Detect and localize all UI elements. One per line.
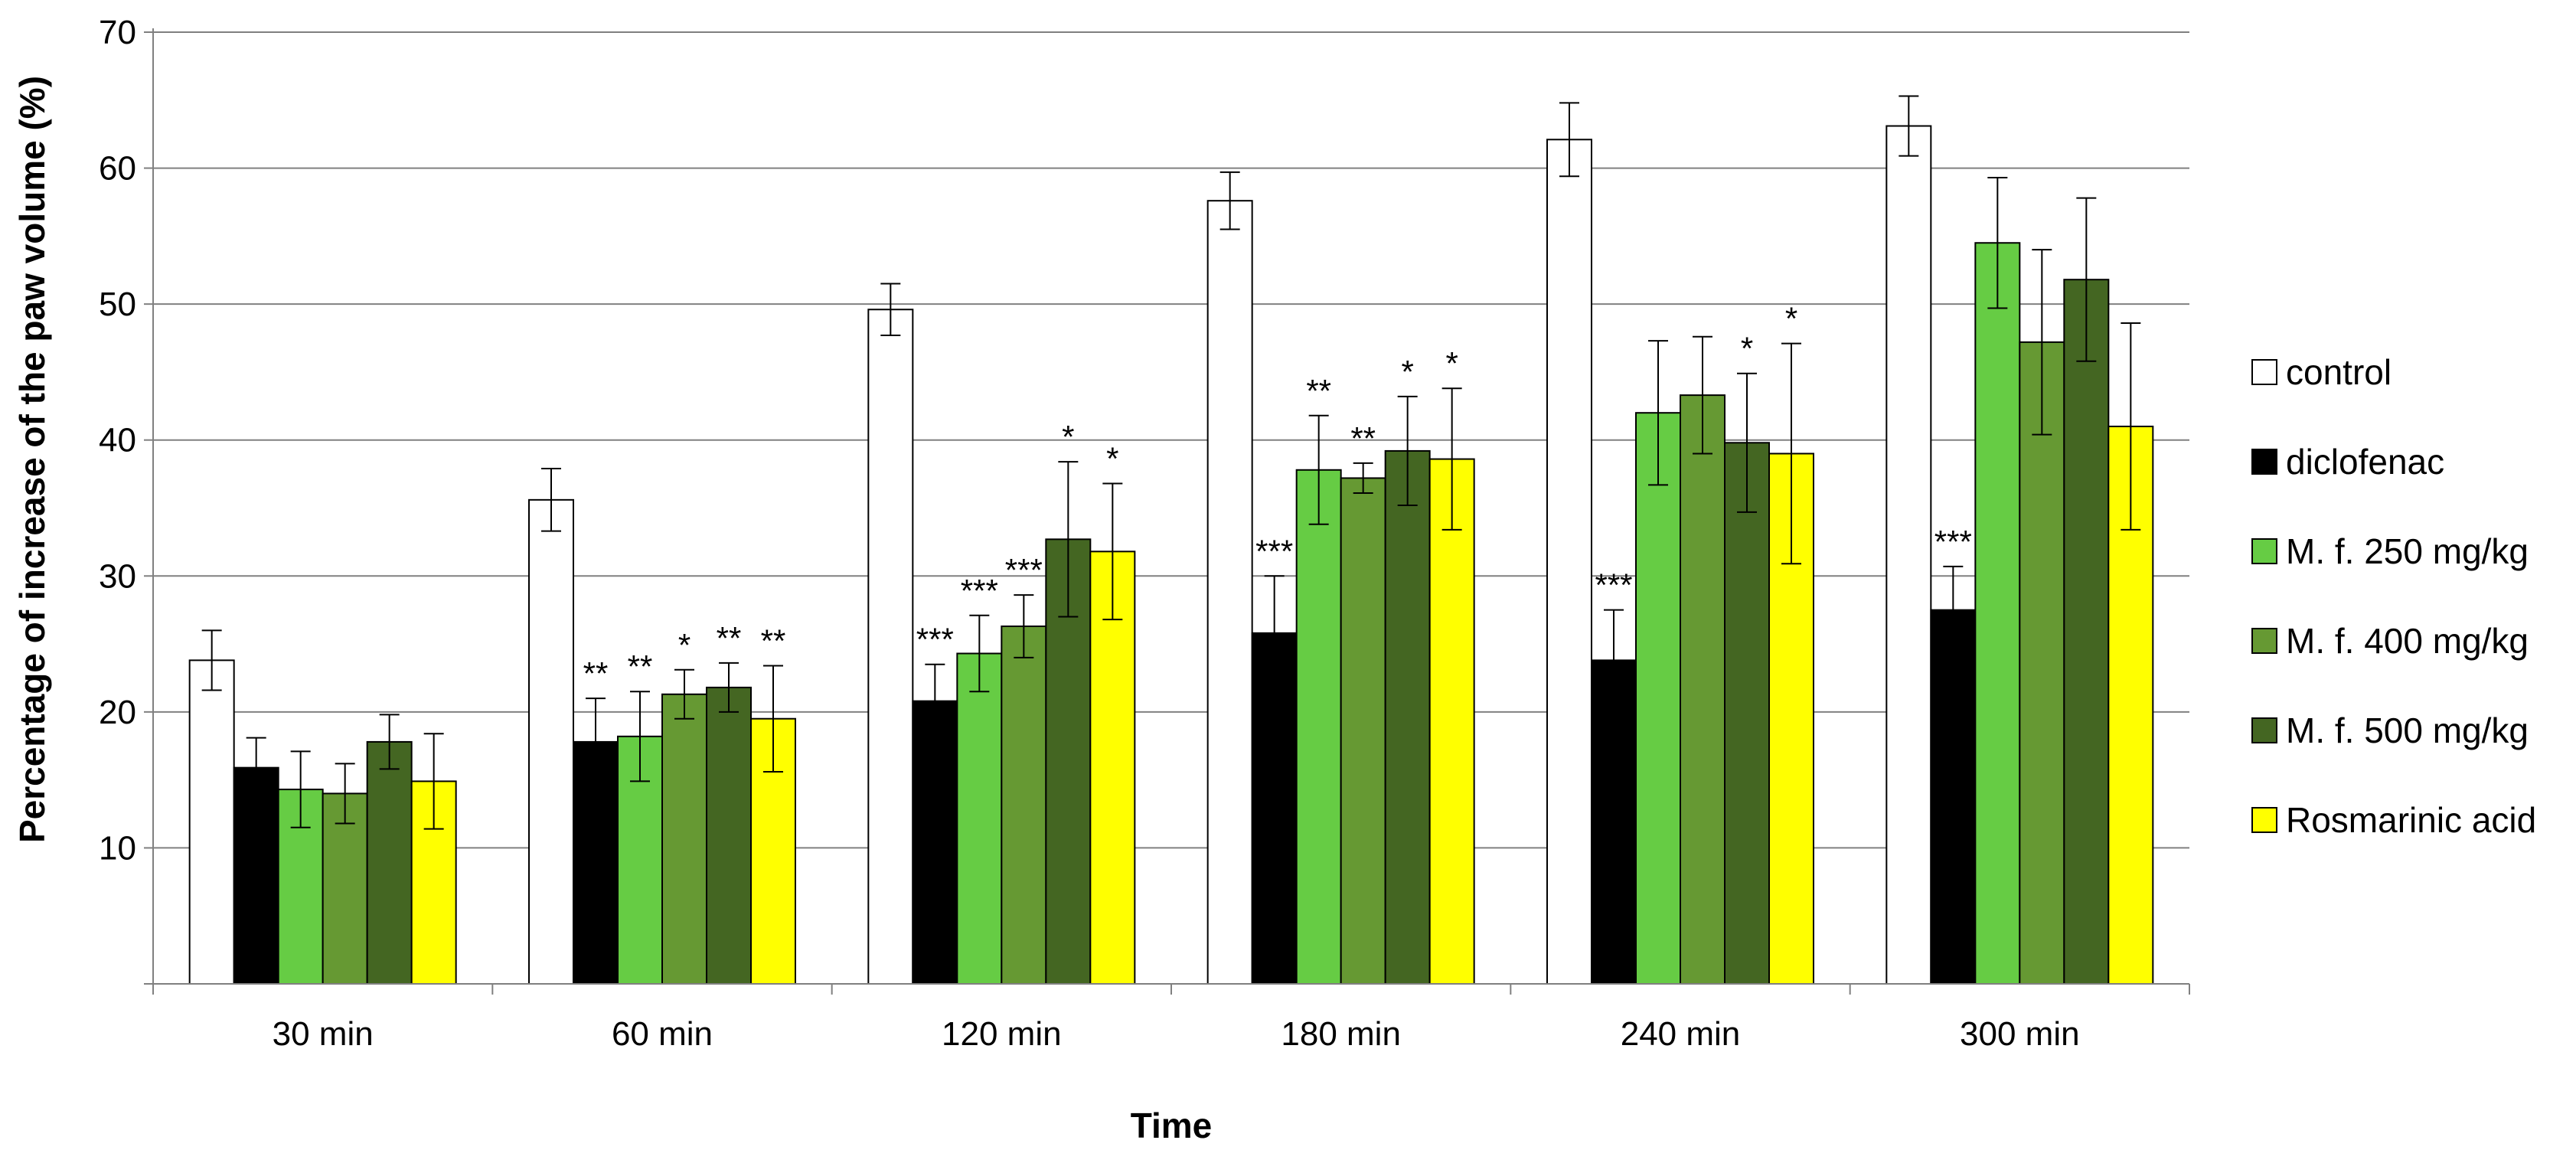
bar	[1546, 139, 1592, 985]
significance-mark: *	[1741, 331, 1753, 367]
legend-label: control	[2286, 352, 2392, 392]
y-tick-label: 70	[99, 14, 136, 51]
error-bars	[201, 95, 2141, 830]
bar	[1974, 242, 2021, 985]
bar	[1680, 394, 1725, 985]
bar	[867, 309, 914, 985]
significance-mark: *	[678, 627, 691, 663]
bar	[366, 740, 413, 985]
bar	[528, 498, 574, 985]
y-axis-ticks: 10 20 30 40 50 60 70	[99, 14, 153, 867]
significance-mark: *	[1445, 345, 1458, 381]
bar	[1340, 477, 1386, 985]
legend-swatch	[2251, 538, 2277, 564]
bar	[1885, 125, 1932, 985]
legend-swatch	[2251, 628, 2277, 654]
significance-mark: ***	[916, 622, 954, 658]
significance-mark: *	[1785, 301, 1797, 337]
bar	[661, 693, 707, 985]
bar	[1428, 458, 1475, 985]
y-axis-title: Percentage of increase of the paw volume…	[12, 76, 52, 843]
significance-mark: *	[1401, 354, 1413, 390]
x-axis-title: Time	[1131, 1106, 1213, 1145]
x-tick-label: 180 min	[1281, 1015, 1401, 1053]
legend-label: M. f. 250 mg/kg	[2286, 531, 2529, 571]
significance-mark: **	[761, 622, 786, 658]
legend: control diclofenac M. f. 250 mg/kg M. f. 40…	[2251, 352, 2536, 840]
significance-mark: *	[1062, 419, 1074, 455]
significance-mark: **	[717, 620, 742, 656]
bar	[956, 652, 1003, 985]
y-tick-label: 10	[99, 829, 136, 867]
bar	[2019, 341, 2065, 985]
bar	[1635, 412, 1681, 985]
y-tick-label: 40	[99, 422, 136, 459]
x-tick-label: 60 min	[612, 1015, 713, 1053]
significance-mark: ***	[1005, 552, 1043, 588]
significance-marks: ** *** ** ** ******************* *********	[583, 301, 1972, 691]
significance-mark: **	[583, 655, 609, 691]
legend-swatch	[2251, 449, 2277, 475]
legend-swatch	[2251, 717, 2277, 743]
x-tick-label: 30 min	[273, 1015, 374, 1053]
significance-mark: ***	[961, 573, 998, 609]
bar	[2063, 279, 2110, 985]
bar	[1724, 442, 1770, 985]
x-tick-label: 240 min	[1621, 1015, 1741, 1053]
bar	[1295, 469, 1342, 985]
bar	[1001, 625, 1047, 985]
bar	[233, 766, 279, 985]
significance-mark: **	[628, 649, 653, 684]
y-tick-label: 60	[99, 150, 136, 188]
bar	[706, 686, 752, 985]
legend-label: Rosmarinic acid	[2286, 800, 2536, 840]
legend-swatch	[2251, 359, 2277, 385]
y-tick-label: 30	[99, 557, 136, 595]
x-axis-ticks: 30 min 60 min 120 min 180 min 240 min 300 min	[152, 984, 2190, 1053]
bar	[1206, 200, 1253, 985]
significance-mark: **	[1350, 420, 1376, 456]
significance-mark: **	[1306, 373, 1331, 409]
bar	[1384, 449, 1431, 985]
bar	[1930, 609, 1977, 985]
x-tick-label: 120 min	[942, 1015, 1062, 1053]
legend-swatch	[2251, 807, 2277, 833]
bar	[1089, 550, 1136, 985]
significance-mark: ***	[1934, 524, 1972, 560]
y-tick-label: 50	[99, 286, 136, 323]
significance-mark: ***	[1255, 533, 1293, 569]
bars	[188, 125, 2154, 985]
bar	[1591, 659, 1637, 985]
axes	[144, 28, 2189, 985]
significance-mark: ***	[1595, 567, 1632, 603]
bar	[188, 659, 235, 985]
legend-label: diclofenac	[2286, 442, 2444, 482]
legend-label: M. f. 500 mg/kg	[2286, 711, 2529, 750]
gridlines	[153, 31, 2189, 849]
y-tick-label: 20	[99, 694, 136, 731]
significance-mark: *	[1106, 441, 1118, 477]
x-tick-label: 300 min	[1960, 1015, 2080, 1053]
bar	[912, 700, 958, 985]
legend-label: M. f. 400 mg/kg	[2286, 621, 2529, 661]
